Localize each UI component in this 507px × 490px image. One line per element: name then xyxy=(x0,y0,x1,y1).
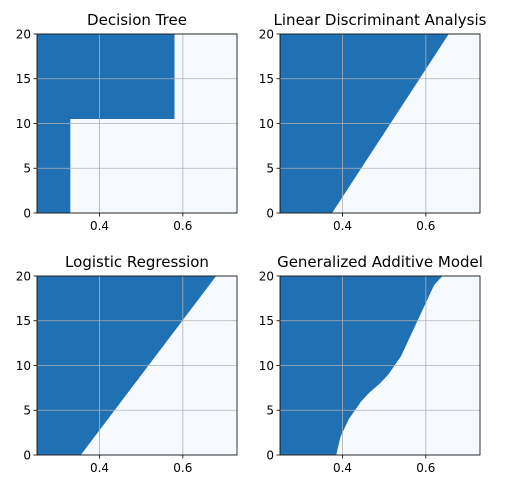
x-tick-label: 0.4 xyxy=(90,461,109,475)
y-tick-label: 10 xyxy=(259,359,274,373)
y-tick-label: 0 xyxy=(23,448,31,462)
x-tick-label: 0.4 xyxy=(333,219,352,233)
y-tick-label: 15 xyxy=(259,314,274,328)
y-tick-label: 20 xyxy=(16,27,31,41)
panel-title: Logistic Regression xyxy=(65,253,209,271)
x-tick-label: 0.4 xyxy=(90,219,109,233)
x-tick-label: 0.6 xyxy=(173,219,192,233)
panel-1: 0.4 0.6 0 5 10 15 20 Decision Tree xyxy=(16,11,238,233)
panel-title: Decision Tree xyxy=(87,11,187,29)
y-tick-label: 15 xyxy=(259,72,274,86)
panel-title: Linear Discriminant Analysis xyxy=(274,11,487,29)
y-tick-label: 10 xyxy=(259,117,274,131)
y-tick-label: 5 xyxy=(266,162,274,176)
y-tick-label: 5 xyxy=(266,404,274,418)
y-tick-label: 10 xyxy=(16,117,31,131)
y-tick-label: 0 xyxy=(266,206,274,220)
y-tick-label: 10 xyxy=(16,359,31,373)
y-tick-label: 20 xyxy=(16,269,31,283)
panel-title: Generalized Additive Model xyxy=(277,253,483,271)
y-tick-label: 15 xyxy=(16,314,31,328)
y-tick-label: 20 xyxy=(259,27,274,41)
y-tick-label: 5 xyxy=(23,162,31,176)
y-tick-label: 0 xyxy=(23,206,31,220)
panel-3: 0.4 0.6 0 5 10 15 20 Logistic Regression xyxy=(16,253,238,475)
x-tick-label: 0.6 xyxy=(416,219,435,233)
y-tick-label: 5 xyxy=(23,404,31,418)
y-tick-label: 0 xyxy=(266,448,274,462)
y-tick-label: 20 xyxy=(259,269,274,283)
x-tick-label: 0.6 xyxy=(173,461,192,475)
y-tick-label: 15 xyxy=(16,72,31,86)
x-tick-label: 0.6 xyxy=(416,461,435,475)
x-tick-label: 0.4 xyxy=(333,461,352,475)
